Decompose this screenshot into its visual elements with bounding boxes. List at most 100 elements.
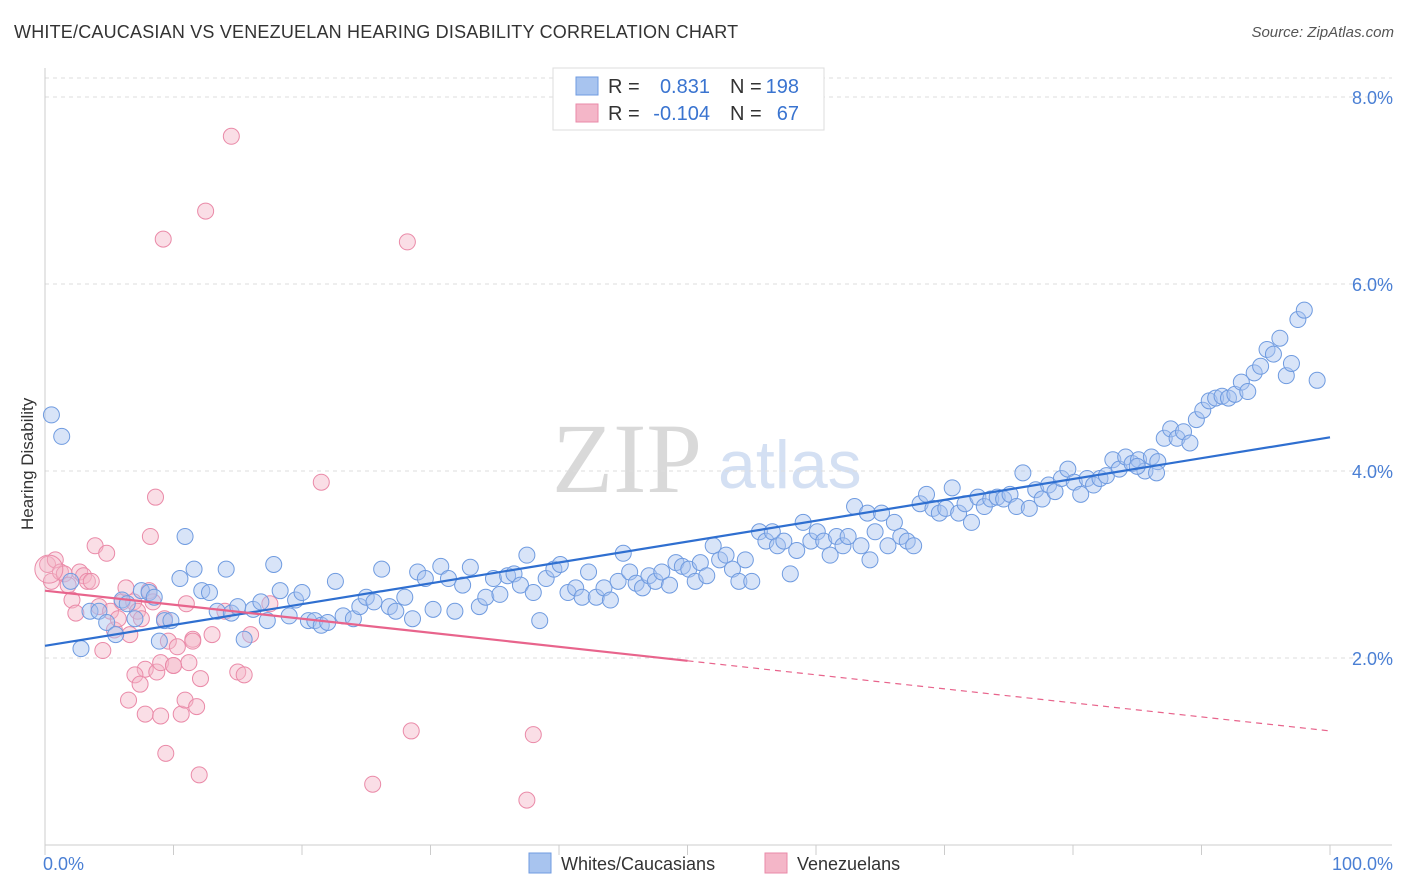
y-axis-title: Hearing Disability xyxy=(18,397,37,530)
whites-point xyxy=(661,576,679,594)
venezuelans-point xyxy=(165,656,182,674)
whites-point xyxy=(646,572,664,590)
whites-point xyxy=(271,582,289,600)
whites-point xyxy=(326,572,344,590)
whites-point xyxy=(982,490,1000,508)
tick-labels: 2.0% 4.0% 6.0% 8.0% 0.0% 100.0% xyxy=(43,88,1393,874)
whites-point xyxy=(53,427,71,445)
venezuelans-point xyxy=(154,230,172,248)
whites-point xyxy=(730,572,748,590)
y-tick-label: 4.0% xyxy=(1352,462,1393,482)
whites-point xyxy=(1168,429,1186,447)
venezuelans-point xyxy=(94,642,112,660)
trend-lines xyxy=(44,436,1331,732)
whites-point xyxy=(491,585,509,603)
legend-n-value-blue: 198 xyxy=(766,76,799,98)
whites-point xyxy=(962,513,980,531)
series-swatch-venezuelans xyxy=(764,852,788,874)
whites-point xyxy=(653,563,671,581)
venezuelans-point xyxy=(136,705,154,723)
x-tick-label-min: 0.0% xyxy=(43,854,84,874)
whites-point xyxy=(518,546,536,564)
venezuelans-point xyxy=(180,654,198,672)
legend-r-value-blue: 0.831 xyxy=(660,76,710,98)
whites-point xyxy=(609,572,627,590)
y-tick-label: 2.0% xyxy=(1352,649,1393,669)
whites-point xyxy=(1213,387,1231,405)
legend-swatch-blue xyxy=(575,76,599,96)
whites-point xyxy=(461,558,479,576)
whites-point xyxy=(1252,357,1270,375)
whites-point xyxy=(176,527,194,545)
venezuelans-point xyxy=(63,591,81,609)
venezuelans-point xyxy=(120,691,138,709)
whites-point xyxy=(126,610,144,628)
venezuelans-point xyxy=(524,726,542,744)
whites-point xyxy=(432,557,450,575)
whites-point xyxy=(988,488,1006,506)
venezuelans-point xyxy=(222,127,240,145)
whites-point xyxy=(1085,476,1103,494)
whites-point xyxy=(258,612,276,630)
whites-point xyxy=(1239,383,1257,401)
whites-point xyxy=(640,567,658,585)
whites-point xyxy=(1104,451,1122,469)
whites-point xyxy=(1282,354,1300,372)
venezuelans-point xyxy=(132,610,150,628)
whites-point xyxy=(140,584,158,602)
venezuelans-point xyxy=(67,604,85,622)
whites-point xyxy=(62,572,80,590)
whites-point xyxy=(905,537,923,555)
whites-point xyxy=(396,588,414,606)
legend-n-value-pink: 67 xyxy=(777,103,799,125)
whites-point xyxy=(387,602,405,620)
whites-point xyxy=(235,630,253,648)
whites-point xyxy=(775,532,793,550)
whites-point xyxy=(573,588,591,606)
whites-point xyxy=(72,640,90,658)
venezuelans-point xyxy=(168,638,186,656)
whites-point xyxy=(717,546,735,564)
venezuelans-points xyxy=(34,127,542,809)
whites-point xyxy=(156,612,174,630)
whites-point xyxy=(511,576,529,594)
venezuelans-point xyxy=(126,666,144,684)
chart-title: WHITE/CAUCASIAN VS VENEZUELAN HEARING DI… xyxy=(14,22,739,42)
venezuelans-point xyxy=(159,632,177,650)
whites-point xyxy=(477,588,495,606)
whites-point xyxy=(1187,411,1205,429)
series-legend: Whites/Caucasians Venezuelans xyxy=(528,852,900,874)
whites-point xyxy=(531,612,549,630)
whites-point xyxy=(861,551,879,569)
whites-point xyxy=(1072,485,1090,503)
series-label-whites: Whites/Caucasians xyxy=(561,854,715,874)
whites-point xyxy=(736,551,754,569)
venezuelans-point xyxy=(147,488,165,506)
legend-r-value-pink: -0.104 xyxy=(653,103,710,125)
whites-points xyxy=(42,301,1326,658)
venezuelans-point xyxy=(172,705,190,723)
venezuelans-point xyxy=(82,572,100,590)
whites-point xyxy=(1295,301,1313,319)
whites-point xyxy=(879,537,897,555)
whites-point xyxy=(1289,311,1307,329)
whites-point xyxy=(567,579,585,597)
whites-point xyxy=(743,572,761,590)
venezuelans-trend-line xyxy=(44,589,688,662)
x-tick-label-max: 100.0% xyxy=(1332,854,1393,874)
whites-point xyxy=(1128,457,1146,475)
venezuelans-point xyxy=(188,698,206,716)
whites-point xyxy=(81,602,99,620)
venezuelans-point xyxy=(203,626,221,644)
whites-point xyxy=(1264,345,1282,363)
y-tick-label: 6.0% xyxy=(1352,275,1393,295)
whites-point xyxy=(1194,401,1212,419)
whites-point xyxy=(815,532,833,550)
whites-point xyxy=(470,598,488,616)
whites-point xyxy=(1020,499,1038,517)
venezuelans-point xyxy=(398,233,416,251)
legend-n-label-pink: N = xyxy=(730,103,762,125)
legend-r-label-pink: R = xyxy=(608,103,640,125)
venezuelans-point xyxy=(42,572,60,590)
whites-point xyxy=(200,584,218,602)
